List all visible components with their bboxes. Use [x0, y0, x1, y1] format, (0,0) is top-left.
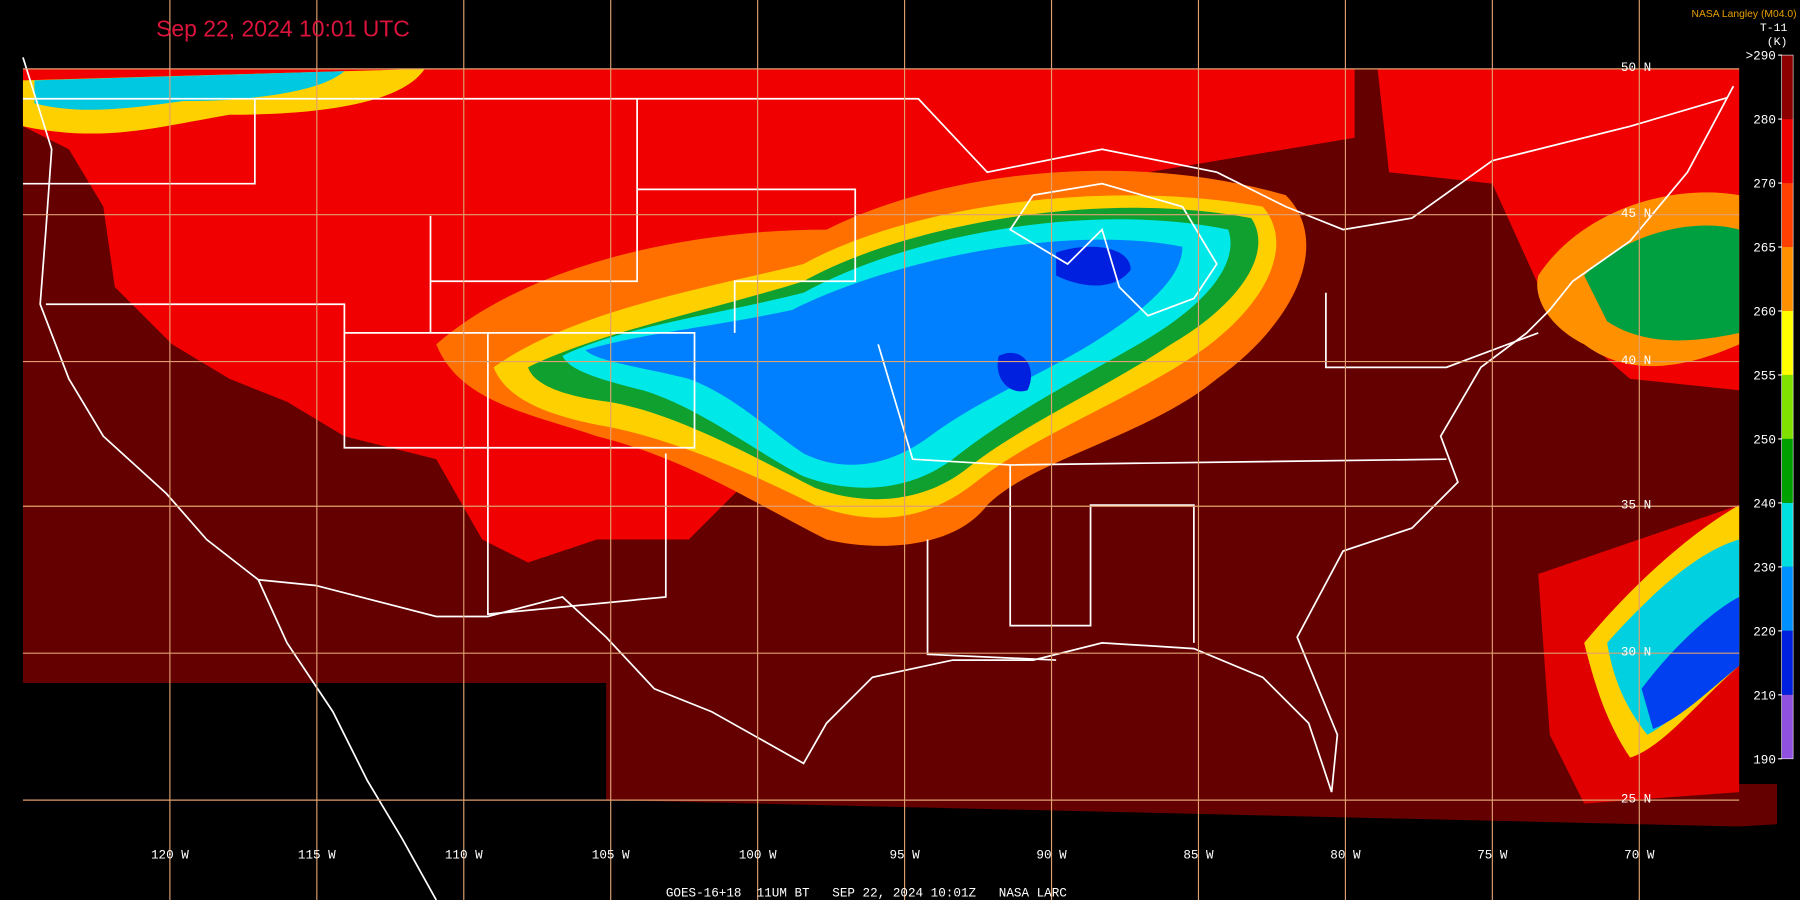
colorbar-segment — [1781, 374, 1794, 439]
boundaries — [22, 57, 1735, 900]
longitude-label: 95 W — [889, 848, 920, 863]
colorbar-segment — [1781, 502, 1794, 567]
colorbar-label: 270 — [1753, 177, 1776, 192]
state-lines-8 — [1009, 464, 1195, 643]
colorbar: >290 280 270 265 260 255 250 240 230 220 210 190 — [1746, 49, 1794, 767]
cloud-northwest-inner — [34, 71, 345, 110]
labels: 50 N 45 N 40 N 35 N 30 N 25 N 120 W 115 W 110 W 1… — [151, 60, 1655, 863]
cloud-blue — [585, 239, 1183, 465]
latitude-label: 50 N — [1621, 60, 1651, 75]
footer: GOES-16+18 11UM BT SEP 22, 2024 10:01Z N… — [666, 886, 1067, 900]
longitude-label: 120 W — [151, 848, 189, 863]
state-lines-2 — [430, 98, 638, 283]
colorbar-segment — [1781, 247, 1794, 311]
longitude-label: 110 W — [445, 848, 483, 863]
colorbar-segment — [1781, 566, 1794, 631]
latitude-label: 25 N — [1621, 791, 1651, 806]
colorbar-label: 240 — [1753, 497, 1776, 512]
latitude-label: 40 N — [1621, 353, 1651, 368]
colorbar-segment — [1781, 438, 1794, 503]
longitude-label: 115 W — [298, 848, 336, 863]
colorbar-label: 255 — [1753, 369, 1776, 384]
coastline — [22, 57, 437, 900]
colorbar-label: 220 — [1753, 624, 1776, 639]
state-lines-10 — [926, 539, 1057, 661]
colorbar-segment — [1781, 694, 1794, 759]
state-lines-1 — [22, 98, 256, 185]
cloud-northeast-inner — [1584, 225, 1740, 341]
longitude-label: 80 W — [1330, 848, 1361, 863]
state-lines-6 — [877, 344, 1447, 466]
product: T-11 — [1760, 22, 1788, 35]
longitude-label: 85 W — [1183, 848, 1214, 863]
colorbar-label: 210 — [1753, 688, 1776, 703]
colorbar-segment — [1781, 55, 1794, 120]
colorbar-label: 260 — [1753, 305, 1776, 320]
longitude-label: 70 W — [1624, 848, 1655, 863]
border-north — [22, 96, 1728, 231]
colorbar-segment — [1781, 630, 1794, 695]
latitude-label: 35 N — [1621, 498, 1651, 513]
latitude-label: 45 N — [1621, 206, 1651, 221]
state-lines-4 — [487, 332, 667, 616]
colorbar-segment — [1781, 310, 1794, 375]
graticule — [22, 0, 1740, 900]
longitude-label: 90 W — [1036, 848, 1067, 863]
colorbar-label: 280 — [1753, 113, 1776, 128]
cloud-ocean-core — [1641, 596, 1740, 729]
border-south — [258, 85, 1735, 793]
colorbar-label: 190 — [1753, 752, 1776, 767]
latitude-label: 30 N — [1621, 644, 1651, 659]
longitude-label: 105 W — [592, 848, 630, 863]
great-lakes — [1008, 182, 1218, 317]
imagery — [22, 68, 1778, 827]
unit: (K) — [1767, 36, 1788, 49]
longitude-label: 100 W — [739, 848, 777, 863]
cloud-deep-blue — [997, 246, 1131, 392]
colorbar-label: 265 — [1753, 241, 1776, 256]
colorbar-label: 250 — [1753, 433, 1776, 448]
credit: NASA Langley (M04.0) — [1691, 9, 1796, 20]
colorbar-frame — [1781, 54, 1794, 760]
colorbar-label: >290 — [1746, 49, 1776, 64]
colorbar-label: 230 — [1753, 560, 1776, 575]
state-lines-7 — [45, 303, 346, 333]
state-lines-5 — [637, 188, 857, 333]
colorbar-segment — [1781, 183, 1794, 248]
colorbar-segment — [1781, 119, 1794, 184]
title: Sep 22, 2024 10:01 UTC — [156, 16, 410, 42]
longitude-label: 75 W — [1477, 848, 1508, 863]
